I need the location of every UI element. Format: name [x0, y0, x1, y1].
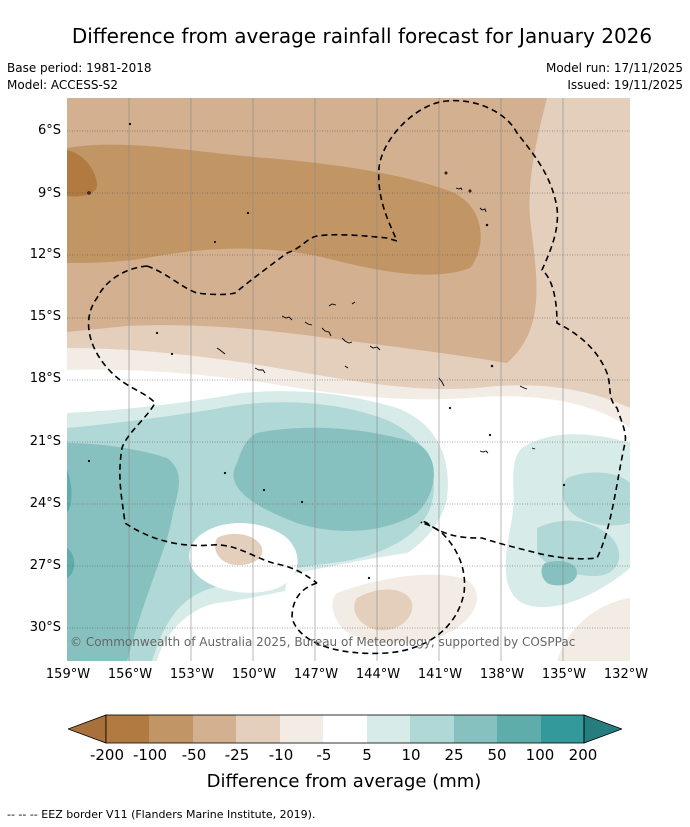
- colorbar-segment-1: [106, 715, 149, 743]
- colorbar-segment-6: [323, 715, 367, 743]
- colorbar-tick: -50: [181, 746, 207, 764]
- eez-border-cook: [146, 99, 627, 560]
- colorbar-tick: -10: [268, 746, 294, 764]
- map-title: Difference from average rainfall forecas…: [71, 24, 653, 48]
- meta-right: Model run: 17/11/2025 Issued: 19/11/2025: [546, 60, 683, 94]
- south-dry-moderate: [354, 589, 413, 631]
- colorbar-tick: 50: [487, 746, 507, 764]
- lon-label-147w: 147°W: [293, 667, 339, 682]
- colorbar-segment-9: [454, 715, 497, 743]
- colorbar-segment-10: [497, 715, 541, 743]
- colorbar-tick: -5: [316, 746, 332, 764]
- dry-zone-extreme: [67, 150, 98, 197]
- lon-label-150w: 150°W: [231, 667, 277, 682]
- lon-label-141w: 141°W: [417, 667, 463, 682]
- colorbar-segment-7: [367, 715, 410, 743]
- lon-label-159w: 159°W: [45, 667, 91, 682]
- colorbar-tick: -200: [89, 746, 125, 764]
- colorbar-tick: 5: [362, 746, 372, 764]
- dry-pocket-south: [215, 533, 263, 566]
- lat-label-27s: 27°S: [29, 558, 61, 573]
- base-period: Base period: 1981-2018: [7, 61, 152, 75]
- east-wet-strong: [541, 561, 577, 586]
- lon-label-144w: 144°W: [355, 667, 401, 682]
- eez-legend: -- -- -- EEZ border V11 (Flanders Marine…: [7, 808, 316, 821]
- colorbar-outline: [105, 714, 585, 744]
- wet-zone-very-strong: [67, 470, 72, 512]
- colorbar-segment-5: [280, 715, 323, 743]
- lon-label-153w: 153°W: [169, 667, 215, 682]
- colorbar-tick: 100: [525, 746, 555, 764]
- lon-label-138w: 138°W: [479, 667, 525, 682]
- rainfall-map: [67, 98, 630, 661]
- colorbar-tick: -100: [132, 746, 168, 764]
- wet-zone-central: [233, 427, 434, 531]
- dry-zone-very-strong: [67, 144, 481, 275]
- eez-border-south: [291, 522, 466, 655]
- lat-label-6s: 6°S: [37, 123, 61, 138]
- eez-border-west: [87, 265, 318, 584]
- lon-label-135w: 135°W: [541, 667, 587, 682]
- lat-label-30s: 30°S: [29, 620, 61, 635]
- lat-label-21s: 21°S: [29, 434, 61, 449]
- far-east-wet: [562, 472, 630, 526]
- lon-label-156w: 156°W: [107, 667, 153, 682]
- colorbar-label: Difference from average (mm): [206, 771, 482, 792]
- issued-date: Issued: 19/11/2025: [567, 78, 683, 92]
- colorbar-segment-2: [149, 715, 193, 743]
- colorbar-segment-3: [193, 715, 236, 743]
- colorbar-arrow-left: [68, 714, 107, 744]
- colorbar-segment-8: [410, 715, 454, 743]
- meta-left: Base period: 1981-2018 Model: ACCESS-S2: [7, 60, 152, 94]
- colorbar-tick: 10: [401, 746, 421, 764]
- islands: [87, 122, 566, 580]
- wet-zone-strong: [67, 443, 179, 661]
- colorbar-arrow-right: [583, 714, 622, 744]
- colorbar-tick: 200: [568, 746, 598, 764]
- colorbar-tick: 25: [444, 746, 464, 764]
- colorbar-tick: -25: [224, 746, 250, 764]
- lat-label-18s: 18°S: [29, 371, 61, 386]
- colorbar-segment-4: [236, 715, 280, 743]
- southeast-dry: [557, 598, 630, 661]
- meridians: [128, 98, 564, 661]
- lon-label-132w: 132°W: [603, 667, 649, 682]
- lat-label-15s: 15°S: [29, 309, 61, 324]
- lat-label-9s: 9°S: [37, 186, 61, 201]
- colorbar: [68, 714, 622, 744]
- lat-label-24s: 24°S: [29, 496, 61, 511]
- colorbar-segment-11: [541, 715, 584, 743]
- copyright-notice: © Commonwealth of Australia 2025, Bureau…: [70, 635, 576, 649]
- lat-label-12s: 12°S: [29, 247, 61, 262]
- model-run: Model run: 17/11/2025: [545, 61, 683, 75]
- wet-zone-very-strong-south: [67, 548, 75, 578]
- model-name: Model: ACCESS-S2: [7, 78, 119, 92]
